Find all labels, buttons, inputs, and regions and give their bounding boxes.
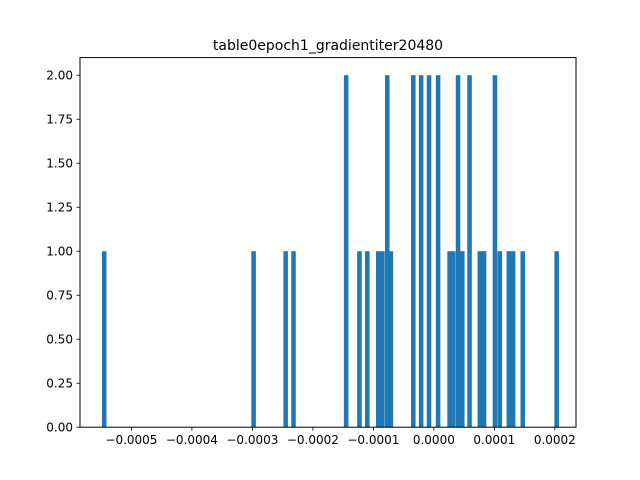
y-tick-label: 1.50 xyxy=(46,156,73,170)
x-axis: −0.0005 −0.0004 −0.0003 −0.0002 −0.0001 0.000… xyxy=(105,427,576,447)
histogram-bar xyxy=(385,75,390,428)
histogram-bar xyxy=(492,75,498,428)
histogram-bar xyxy=(520,251,526,428)
y-tick-label: 0.25 xyxy=(46,376,73,390)
y-tick-label: 0.50 xyxy=(46,332,73,346)
histogram-bar xyxy=(477,251,483,428)
bars-group xyxy=(101,75,559,428)
histogram-bar xyxy=(380,251,385,428)
y-tick-label: 0.00 xyxy=(46,420,73,434)
histogram-bar xyxy=(357,251,362,428)
histogram-bar xyxy=(101,251,107,428)
histogram-bar xyxy=(251,251,256,428)
y-tick-label: 1.25 xyxy=(46,200,73,214)
histogram-bar xyxy=(460,251,465,428)
histogram-bar xyxy=(291,251,296,428)
histogram-bar xyxy=(497,251,503,428)
histogram-bar xyxy=(481,251,487,428)
histogram-bar xyxy=(435,75,441,428)
chart-title: table0epoch1_gradientiter20480 xyxy=(213,38,443,54)
histogram-bar xyxy=(365,251,370,428)
histogram-bar xyxy=(506,251,512,428)
histogram-bar xyxy=(447,251,452,428)
histogram-bar xyxy=(411,75,416,428)
histogram-bar xyxy=(467,75,472,428)
plot-frame xyxy=(79,57,577,428)
histogram-bar xyxy=(375,251,381,428)
histogram-bar xyxy=(554,251,559,428)
x-tick-label: −0.0003 xyxy=(226,433,278,447)
x-tick-label: 0.0002 xyxy=(534,433,576,447)
x-tick-label: 0.0000 xyxy=(413,433,455,447)
x-tick-label: −0.0004 xyxy=(166,433,218,447)
y-tick-label: 0.75 xyxy=(46,288,73,302)
y-tick-label: 2.00 xyxy=(46,68,73,82)
histogram-bar xyxy=(343,75,349,428)
y-tick-label: 1.75 xyxy=(46,112,73,126)
x-tick-label: 0.0001 xyxy=(473,433,515,447)
y-axis: 0.00 0.25 0.50 0.75 1.00 1.25 1.50 1.75 2.00 xyxy=(46,68,80,434)
histogram-bar xyxy=(426,75,432,428)
histogram-bar xyxy=(388,251,394,428)
x-tick-label: −0.0001 xyxy=(347,433,399,447)
histogram-bar xyxy=(283,251,288,428)
y-tick-label: 1.00 xyxy=(46,244,73,258)
histogram-bar xyxy=(455,75,461,428)
histogram-bar xyxy=(510,251,516,428)
histogram-bar xyxy=(450,251,456,428)
x-tick-label: −0.0002 xyxy=(287,433,339,447)
histogram-bar xyxy=(418,75,424,428)
x-tick-label: −0.0005 xyxy=(105,433,157,447)
